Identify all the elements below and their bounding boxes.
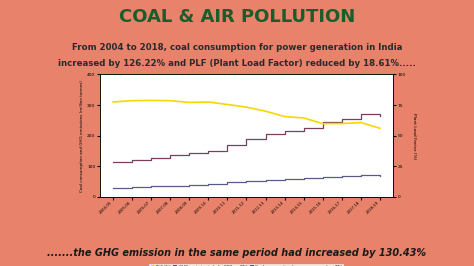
Legend: PLF (%), GHG emission in India CO2 eq (Mt), Coal consumption for power generatio: PLF (%), GHG emission in India CO2 eq (M…	[149, 264, 344, 266]
Y-axis label: Plant Load Factor (%): Plant Load Factor (%)	[411, 113, 416, 159]
Y-axis label: Coal consumption and GHG emissions (million tonnes): Coal consumption and GHG emissions (mill…	[81, 80, 84, 192]
Text: .......the GHG emission in the same period had increased by 130.43%: .......the GHG emission in the same peri…	[47, 248, 427, 258]
Text: From 2004 to 2018, coal consumption for power generation in India: From 2004 to 2018, coal consumption for …	[72, 43, 402, 52]
Text: COAL & AIR POLLUTION: COAL & AIR POLLUTION	[119, 8, 355, 26]
Text: increased by 126.22% and PLF (Plant Load Factor) reduced by 18.61%.....: increased by 126.22% and PLF (Plant Load…	[58, 59, 416, 68]
